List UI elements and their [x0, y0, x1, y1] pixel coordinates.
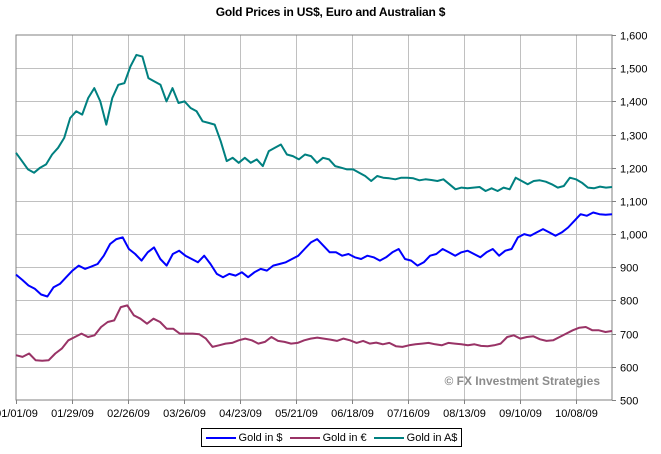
- y-tick-label: 1,200: [620, 164, 648, 176]
- x-tick-label: 10/08/09: [555, 408, 598, 420]
- y-tick-label: 600: [620, 363, 638, 375]
- series-line-gold-eur: [15, 304, 613, 362]
- legend-label-gold-usd: Gold in $: [238, 431, 283, 444]
- y-tick-label: 900: [620, 263, 638, 275]
- y-tick-label: 500: [620, 396, 638, 408]
- x-tick-label: 02/26/09: [107, 408, 150, 420]
- chart-title: Gold Prices in US$, Euro and Australian …: [215, 5, 446, 19]
- y-tick-label: 1,000: [620, 230, 648, 242]
- legend-swatch-gold-aud: [373, 436, 404, 439]
- x-tick-label: 08/13/09: [443, 408, 486, 420]
- x-axis-ticks: 01/01/09 01/29/09 02/26/09 03/26/09 04/23/09…: [0, 400, 598, 420]
- legend-label-gold-aud: Gold in A$: [406, 431, 458, 444]
- x-tick-label: 06/18/09: [331, 408, 374, 420]
- plot-frame: [15, 34, 613, 401]
- series-lines: [15, 53, 613, 362]
- y-tick-label: 1,500: [620, 64, 648, 76]
- x-tick-label: 04/23/09: [219, 408, 262, 420]
- legend-label-gold-eur: Gold in €: [322, 431, 367, 444]
- watermark-annotation: © FX Investment Strategies: [444, 374, 600, 388]
- legend-item-gold-usd: Gold in $: [205, 431, 283, 444]
- x-tick-label: 01/01/09: [0, 408, 38, 420]
- y-axis-ticks: 500 600 700 800 900 1,000 1,100 1,200 1,300 1,400…: [612, 31, 648, 408]
- y-tick-label: 1,400: [620, 97, 648, 109]
- x-tick-label: 03/26/09: [163, 408, 206, 420]
- y-tick-label: 700: [620, 330, 638, 342]
- x-tick-label: 07/16/09: [387, 408, 430, 420]
- gridlines: [16, 35, 612, 400]
- y-tick-label: 800: [620, 296, 638, 308]
- y-tick-label: 1,100: [620, 197, 648, 209]
- x-tick-label: 01/29/09: [51, 408, 94, 420]
- x-tick-label: 05/21/09: [275, 408, 318, 420]
- legend-item-gold-aud: Gold in A$: [373, 431, 458, 444]
- series-line-gold-usd: [15, 211, 613, 298]
- y-tick-label: 1,300: [620, 131, 648, 143]
- y-tick-label: 1,600: [620, 31, 648, 43]
- legend: Gold in $ Gold in € Gold in A$: [201, 428, 462, 447]
- x-tick-label: 09/10/09: [499, 408, 542, 420]
- series-line-gold-aud: [15, 53, 613, 192]
- legend-swatch-gold-usd: [205, 436, 236, 439]
- legend-swatch-gold-eur: [289, 436, 320, 439]
- legend-item-gold-eur: Gold in €: [289, 431, 367, 444]
